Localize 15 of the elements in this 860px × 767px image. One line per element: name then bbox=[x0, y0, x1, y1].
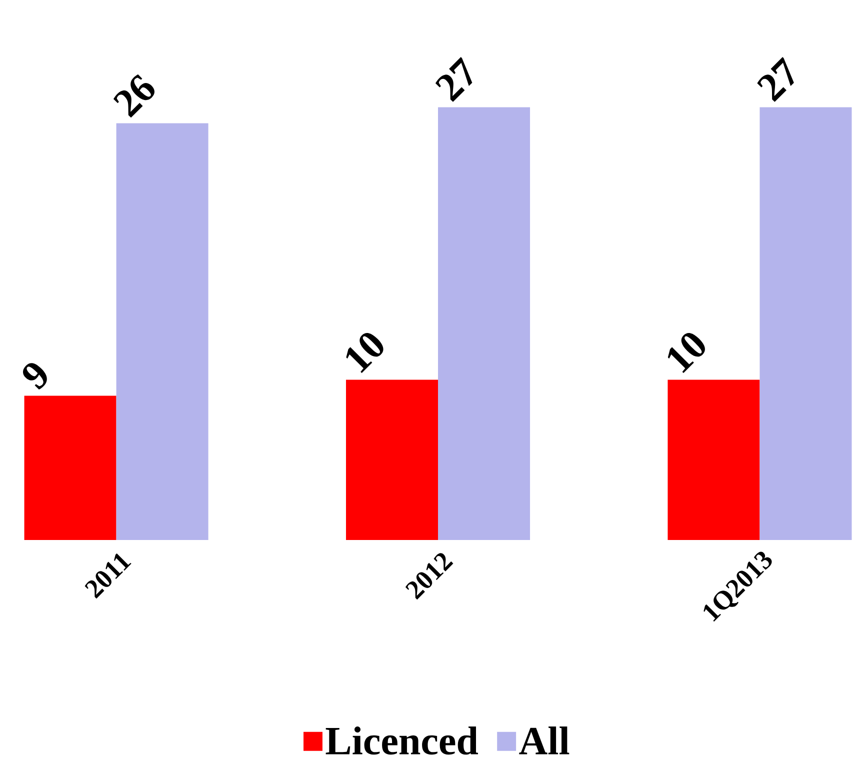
legend-label: All bbox=[519, 726, 570, 754]
bar bbox=[24, 396, 116, 540]
bar bbox=[438, 107, 530, 540]
data-label: 27 bbox=[435, 57, 472, 102]
data-label: 27 bbox=[757, 57, 794, 102]
x-tick-label: 2011 bbox=[84, 554, 132, 599]
bar bbox=[346, 380, 438, 540]
bar bbox=[116, 123, 208, 540]
legend-label: Licenced bbox=[326, 726, 478, 755]
data-label: 10 bbox=[668, 333, 705, 374]
data-label: 9 bbox=[22, 363, 47, 390]
data-label: 10 bbox=[346, 333, 384, 374]
bar bbox=[668, 380, 760, 540]
data-label: 26 bbox=[113, 74, 154, 118]
bar bbox=[760, 107, 852, 540]
